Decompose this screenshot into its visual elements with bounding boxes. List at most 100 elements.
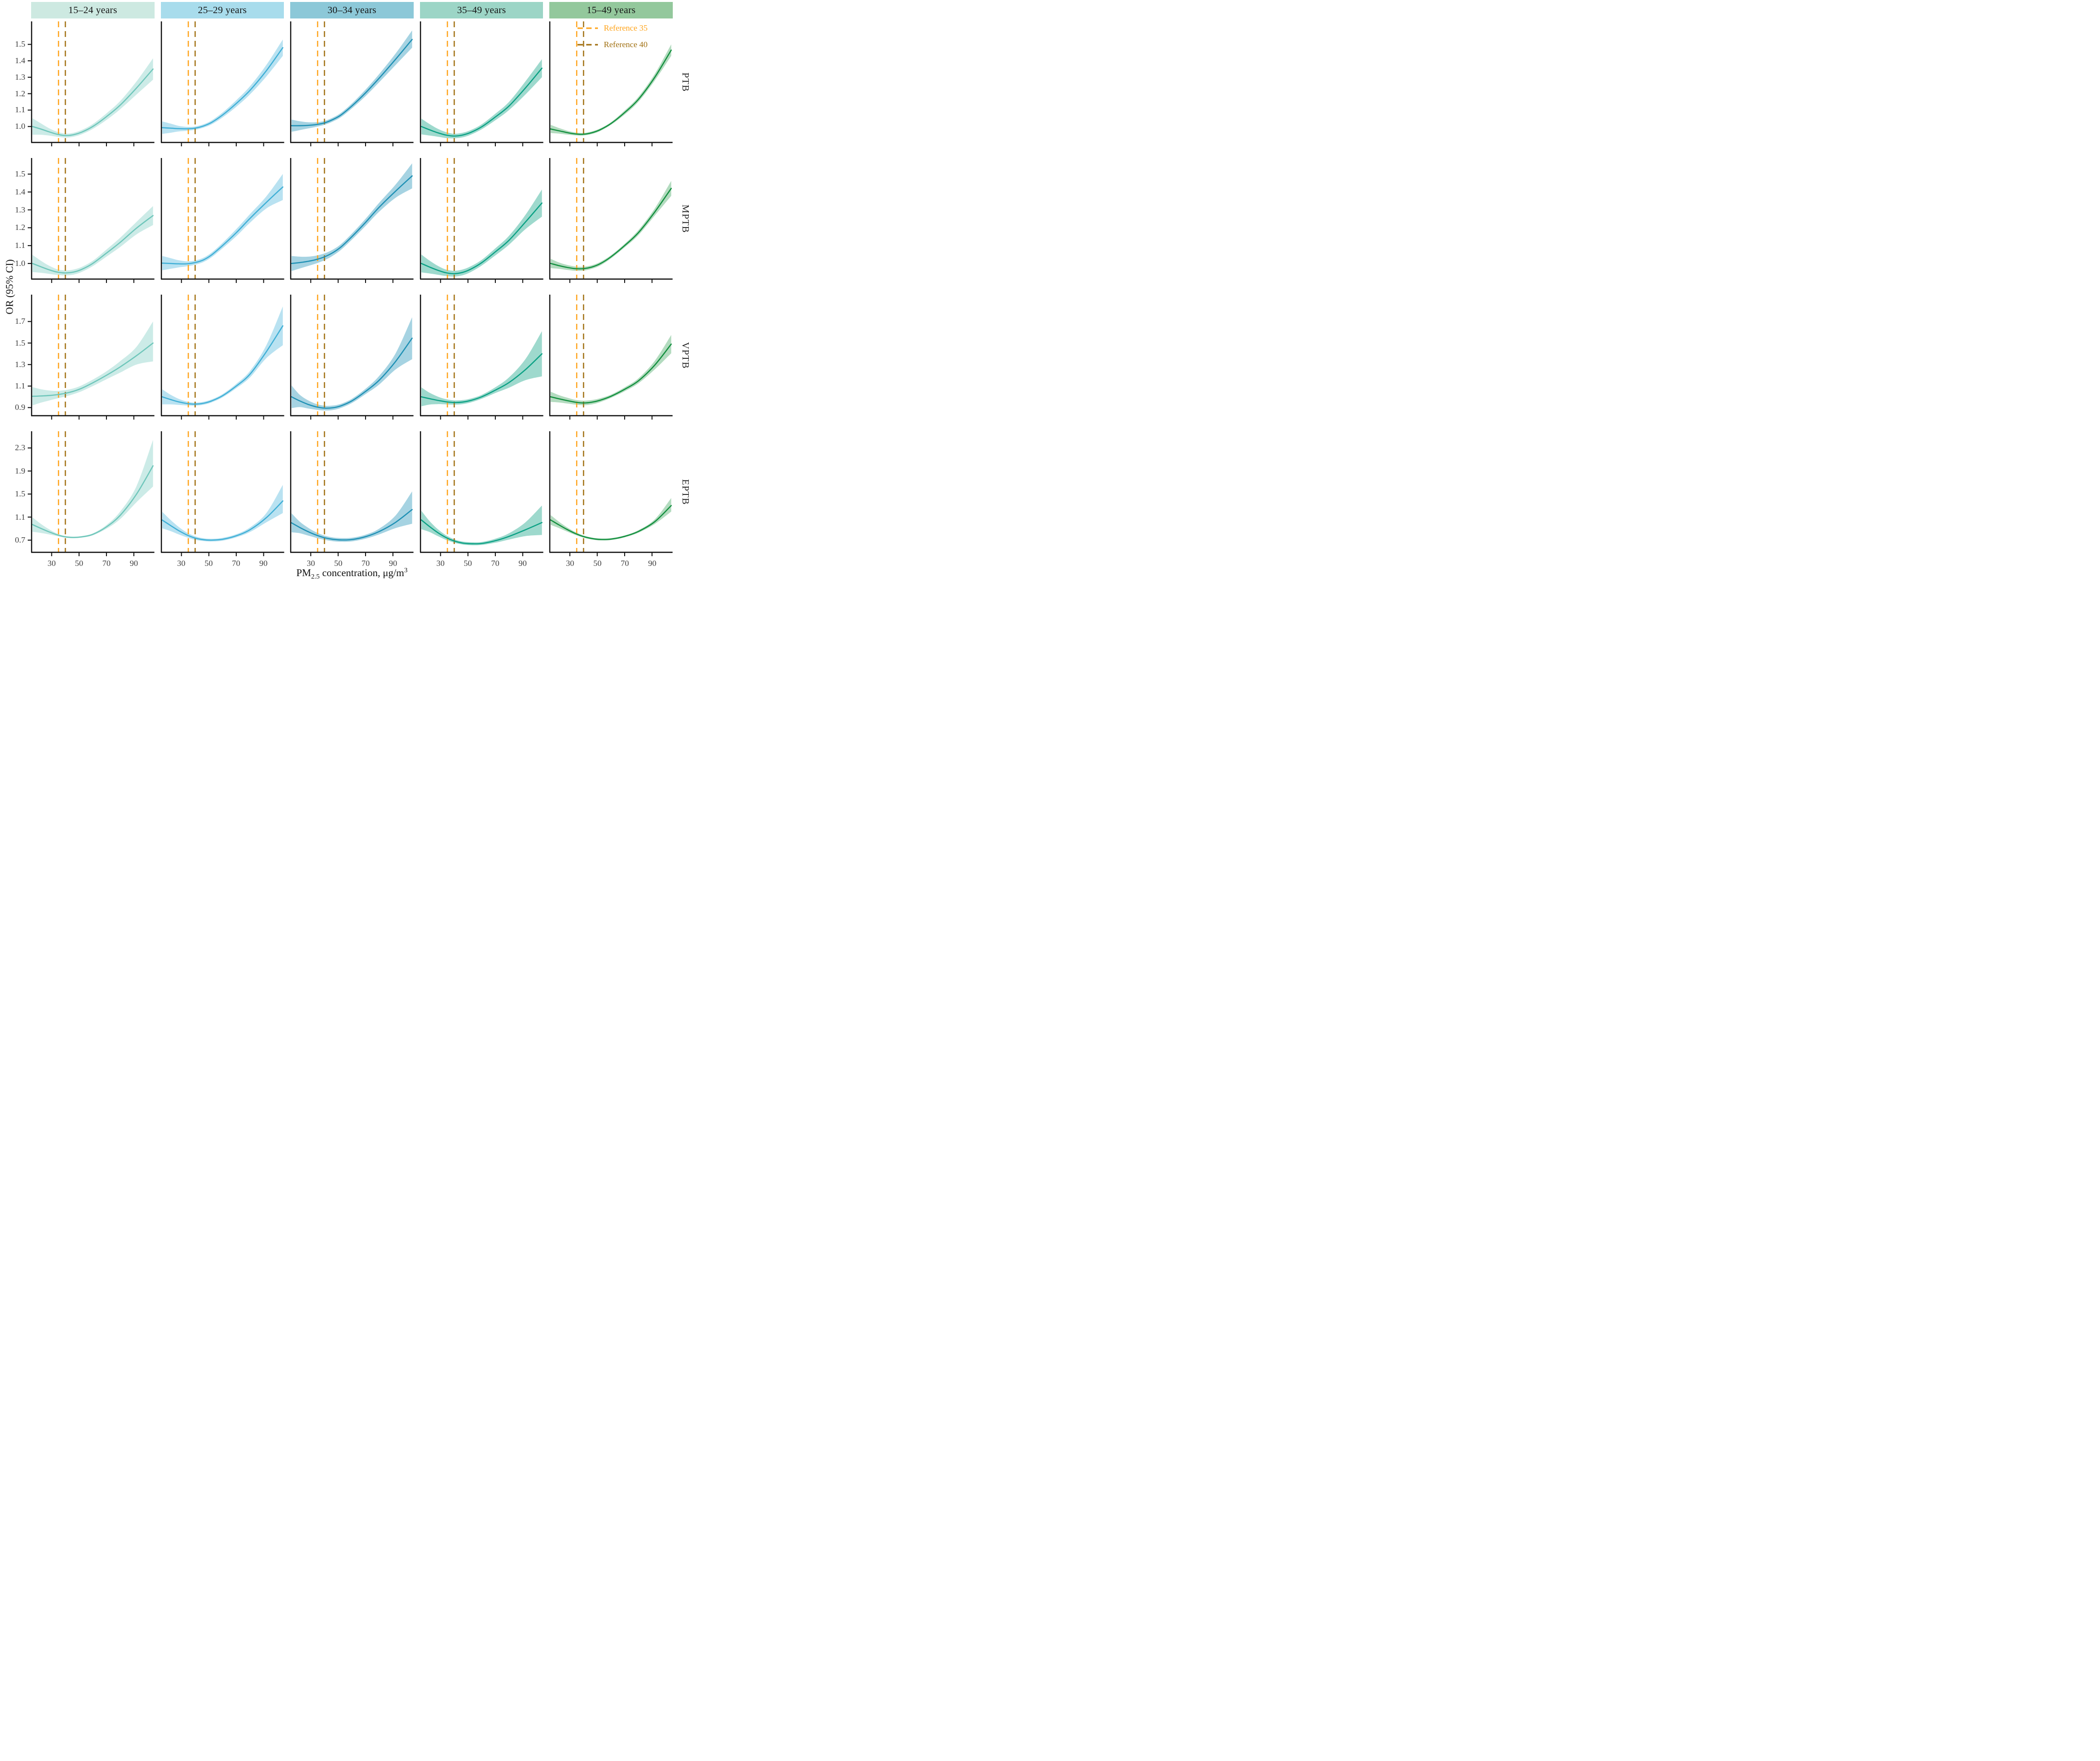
legend: Reference 35 Reference 40	[578, 23, 648, 50]
dashed-line-icon	[578, 44, 598, 46]
column-header-label: 15–24 years	[68, 4, 118, 16]
y-tick-label: 1.0	[15, 258, 25, 268]
ci-band	[162, 485, 283, 542]
panel-EPTB-30-34-years	[290, 431, 414, 556]
mean-curve	[550, 505, 672, 540]
x-tick-label: 30	[306, 559, 315, 568]
ci-band	[32, 321, 153, 405]
panel-PTB-30-34-years	[290, 21, 414, 146]
y-tick-label: 1.5	[15, 39, 25, 49]
y-tick-label: 1.5	[15, 169, 25, 179]
mean-curve	[161, 47, 283, 130]
x-tick-label: 50	[463, 559, 472, 568]
column-header-label: 35–49 years	[457, 4, 506, 16]
panel-MPTB-25-29-years	[160, 158, 284, 283]
x-tick-label: 30	[177, 559, 186, 568]
y-tick-label: 1.5	[15, 489, 25, 499]
y-tick-label: 1.9	[15, 466, 25, 475]
row-label-mptb: MPTB	[680, 204, 691, 233]
mean-curve	[291, 509, 413, 541]
panel-VPTB-15-24-years	[28, 295, 155, 420]
y-tick-label: 0.9	[15, 403, 25, 412]
panel-PTB-35-49-years	[420, 21, 543, 146]
mean-curve	[550, 188, 672, 270]
panel-MPTB-35-49-years	[420, 158, 543, 283]
x-axis-title-prefix: PM	[296, 567, 311, 579]
ci-band	[291, 491, 412, 542]
y-tick-label: 1.2	[15, 88, 25, 98]
y-tick-label: 1.1	[15, 241, 25, 250]
x-axis-title-mid: concentration, μg/m	[319, 567, 404, 579]
y-tick-label: 1.1	[15, 381, 25, 391]
ci-band	[162, 39, 283, 134]
x-tick-label: 70	[491, 559, 500, 568]
y-tick-label: 1.3	[15, 72, 25, 82]
mean-curve	[291, 175, 413, 264]
x-tick-label: 50	[334, 559, 343, 568]
panel-MPTB-15-49-years	[549, 158, 673, 283]
y-tick-label: 1.5	[15, 338, 25, 348]
y-tick-label: 1.1	[15, 512, 25, 522]
mean-curve	[32, 342, 154, 397]
ci-band	[162, 306, 283, 406]
x-tick-label: 90	[648, 559, 657, 568]
panel-PTB-15-24-years	[28, 21, 155, 146]
x-tick-label: 90	[259, 559, 268, 568]
mean-curve	[550, 343, 672, 404]
column-header-25-29: 25–29 years	[160, 2, 284, 18]
y-tick-label: 1.3	[15, 359, 25, 369]
y-tick-label: 1.2	[15, 223, 25, 232]
dashed-line-icon	[578, 27, 598, 29]
panel-PTB-25-29-years	[160, 21, 284, 146]
x-tick-label: 50	[593, 559, 602, 568]
mean-curve	[32, 465, 154, 538]
ci-band	[551, 335, 672, 405]
y-tick-label: 1.1	[15, 105, 25, 115]
y-tick-label: 1.4	[15, 187, 25, 196]
column-header-30-34: 30–34 years	[290, 2, 414, 18]
row-label-vptb: VPTB	[680, 342, 691, 369]
mean-curve	[161, 186, 283, 265]
ci-band	[421, 189, 542, 277]
panel-VPTB-35-49-years	[420, 295, 543, 420]
row-label-ptb: PTB	[680, 72, 691, 92]
legend-label-reference-35: Reference 35	[604, 23, 648, 33]
y-tick-label: 1.4	[15, 56, 25, 66]
legend-entry-reference-40: Reference 40	[578, 40, 648, 50]
column-header-label: 15–49 years	[586, 4, 636, 16]
x-tick-label: 30	[566, 559, 575, 568]
x-tick-label: 30	[47, 559, 56, 568]
y-tick-label: 2.3	[15, 443, 25, 453]
panel-MPTB-30-34-years	[290, 158, 414, 283]
mean-curve	[291, 39, 413, 126]
ci-band	[32, 440, 153, 538]
x-tick-label: 90	[518, 559, 527, 568]
mean-curve	[161, 325, 283, 405]
ci-band	[291, 163, 412, 271]
x-tick-label: 90	[389, 559, 398, 568]
facet-figure: 15–24 years 25–29 years 30–34 years 35–4…	[0, 0, 700, 587]
x-tick-label: 70	[620, 559, 629, 568]
x-tick-label: 90	[129, 559, 138, 568]
y-tick-label: 1.3	[15, 205, 25, 214]
x-axis-title-superscript: 3	[404, 567, 408, 574]
ci-band	[291, 30, 412, 132]
column-header-15-24: 15–24 years	[31, 2, 155, 18]
x-tick-label: 70	[361, 559, 370, 568]
panel-MPTB-15-24-years	[28, 158, 155, 283]
mean-curve	[550, 49, 672, 135]
column-header-15-49: 15–49 years	[549, 2, 673, 18]
ci-band	[291, 317, 412, 411]
column-header-35-49: 35–49 years	[420, 2, 543, 18]
column-header-label: 30–34 years	[327, 4, 377, 16]
mean-curve	[32, 68, 154, 137]
mean-curve	[420, 353, 542, 404]
mean-curve	[161, 500, 283, 541]
ci-band	[32, 206, 153, 276]
ci-band	[162, 174, 283, 270]
y-tick-label: 1.7	[15, 317, 25, 326]
x-tick-label: 50	[204, 559, 213, 568]
mean-curve	[420, 519, 542, 545]
legend-label-reference-40: Reference 40	[604, 40, 648, 49]
mean-curve	[291, 337, 413, 409]
